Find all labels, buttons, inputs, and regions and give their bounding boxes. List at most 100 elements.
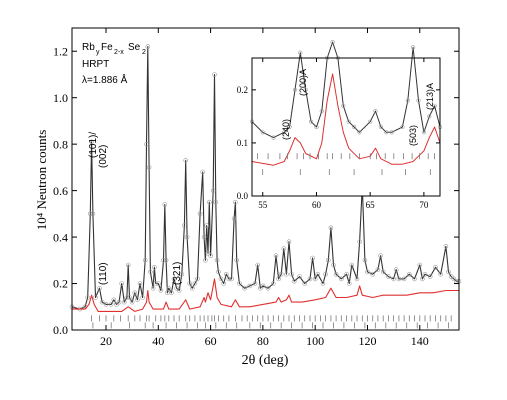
main-observed-point: [111, 297, 117, 303]
main-observed-point: [386, 274, 391, 279]
main-y-tick-label: 1.0: [53, 91, 68, 105]
main-observed-point: [99, 299, 105, 305]
main-observed-point: [184, 234, 190, 240]
main-observed-point: [148, 269, 153, 275]
main-observed-point: [90, 211, 96, 217]
main-observed-point: [362, 257, 368, 263]
main-observed-point: [396, 276, 402, 282]
main-observed-point: [176, 288, 182, 293]
main-observed-point: [451, 276, 457, 282]
main-y-tick-label: 0.4: [53, 230, 68, 244]
main-observed-point: [260, 283, 266, 289]
main-observed-point: [247, 283, 253, 289]
inset-observed-point: [384, 130, 389, 135]
main-observed-point: [289, 271, 294, 277]
main-observed-point: [144, 141, 149, 147]
main-observed-point: [284, 271, 289, 277]
main-observed-point: [237, 281, 242, 286]
inset-observed-point: [292, 87, 298, 92]
inset-y-tick-label: 0.1: [237, 138, 248, 148]
main-observed-point: [187, 281, 192, 286]
main-observed-point: [242, 285, 247, 291]
main-observed-point: [174, 285, 179, 291]
main-observed-point: [312, 276, 318, 282]
inset-annotation-213a: (213)A: [425, 83, 435, 110]
main-observed-point: [273, 253, 279, 258]
main-observed-point: [365, 269, 370, 275]
x-axis-label: 2θ (deg): [242, 353, 289, 368]
annotation-321: (321): [172, 262, 183, 285]
inset-observed-point: [432, 103, 437, 108]
main-observed-point: [344, 271, 349, 277]
main-observed-point: [146, 165, 152, 170]
main-observed-point: [346, 281, 352, 286]
inset-series-1-line: [251, 73, 441, 166]
main-observed-point: [145, 44, 151, 49]
main-observed-point: [122, 299, 127, 305]
main-observed-point: [89, 139, 94, 145]
main-x-tick-label: 140: [411, 334, 429, 348]
main-observed-point: [119, 281, 124, 286]
main-observed-point: [291, 278, 297, 284]
annotation-002: (002): [98, 145, 109, 168]
main-observed-point: [129, 299, 135, 305]
main-observed-point: [195, 276, 200, 282]
main-observed-point: [125, 262, 131, 268]
main-observed-point: [315, 271, 321, 277]
main-observed-point: [150, 285, 156, 291]
inset-observed-point: [319, 108, 324, 114]
main-observed-point: [162, 202, 168, 207]
inset-observed-point: [421, 130, 427, 135]
main-observed-point: [97, 285, 102, 291]
main-observed-point: [163, 257, 169, 263]
main-observed-point: [127, 295, 132, 300]
main-plot: 20 40 60 80 100 120 140 0.0 0.2 0.4 0.6 0.8 1.0 1.2 2…: [34, 27, 462, 368]
main-observed-point: [221, 281, 226, 286]
main-observed-point: [210, 188, 216, 193]
main-observed-point: [302, 281, 308, 286]
legend-2-sub: 2: [142, 49, 146, 56]
main-observed-point: [212, 72, 217, 77]
inset-observed-point: [303, 87, 308, 92]
legend-fe: Fe: [101, 42, 113, 53]
legend-text: Rb y Fe 2-x Se 2 HRPT λ=1.886 Å: [82, 42, 146, 86]
main-observed-point: [370, 271, 376, 277]
main-observed-point: [226, 276, 232, 282]
main-observed-point: [152, 264, 157, 270]
inset-observed-point: [282, 130, 287, 135]
main-x-tick-label: 120: [358, 334, 376, 348]
main-x-tick-label: 20: [100, 334, 112, 348]
main-observed-point: [422, 271, 428, 277]
main-observed-point: [156, 281, 161, 286]
main-observed-point: [190, 285, 195, 291]
inset-observed-point: [309, 119, 314, 124]
main-observed-point: [375, 267, 381, 272]
main-observed-point: [88, 211, 93, 217]
main-observed-point: [93, 295, 98, 300]
main-observed-point: [354, 276, 360, 282]
inset-observed-point: [400, 124, 405, 130]
main-observed-point: [207, 199, 212, 205]
main-observed-point: [183, 158, 188, 163]
inset-observed-point: [271, 135, 276, 140]
inset-background: [252, 58, 440, 196]
main-observed-point: [208, 253, 213, 258]
main-observed-point: [179, 271, 185, 277]
main-observed-point: [333, 271, 339, 277]
inset-observed-point: [346, 119, 351, 124]
main-y-tick-label: 0.6: [53, 184, 68, 198]
main-observed-point: [446, 269, 451, 275]
inset-observed-point: [427, 114, 432, 119]
main-observed-point: [417, 262, 423, 268]
inset-observed-point: [330, 39, 335, 45]
main-observed-point: [420, 276, 425, 282]
main-observed-point: [142, 257, 148, 263]
annotation-101: (101)/: [88, 132, 99, 158]
main-observed-point: [200, 169, 205, 175]
main-observed-point: [270, 281, 276, 286]
main-observed-point: [320, 281, 326, 286]
main-y-tick-label: 0.0: [53, 323, 68, 337]
main-observed-point: [158, 288, 164, 293]
main-observed-point: [391, 276, 396, 282]
